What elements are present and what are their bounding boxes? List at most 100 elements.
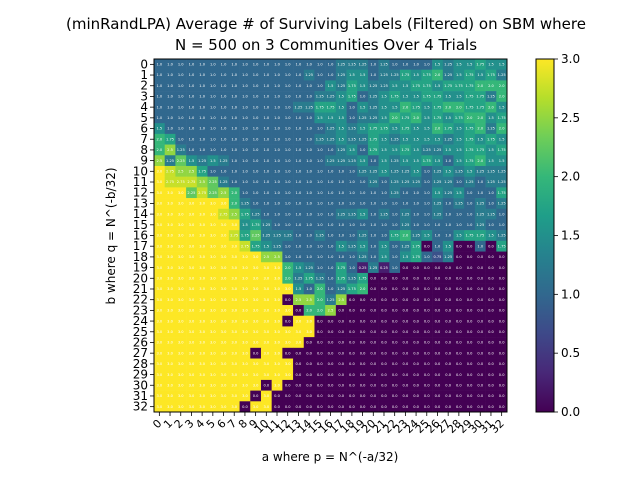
cell-value-label: 1.0 bbox=[306, 223, 312, 227]
heatmap-cell bbox=[325, 369, 337, 381]
heatmap-cell bbox=[421, 326, 433, 338]
cell-value-label: 3.0 bbox=[210, 298, 216, 302]
heatmap-cell bbox=[410, 155, 422, 167]
heatmap-cell bbox=[293, 123, 305, 135]
heatmap-cell bbox=[357, 379, 369, 391]
heatmap-cell bbox=[154, 198, 165, 210]
cell-value-label: 0.0 bbox=[296, 383, 302, 387]
heatmap-cell bbox=[186, 337, 198, 349]
heatmap-cell bbox=[196, 262, 208, 274]
cell-value-label: 1.0 bbox=[370, 244, 376, 248]
cell-value-label: 0.0 bbox=[467, 276, 473, 280]
heatmap-cell bbox=[453, 283, 465, 295]
cell-value-label: 0.0 bbox=[403, 394, 409, 398]
cell-value-label: 1.75 bbox=[466, 95, 474, 99]
heatmap-cell bbox=[453, 272, 465, 284]
cell-value-label: 1.0 bbox=[263, 212, 269, 216]
cell-value-label: 0.0 bbox=[435, 287, 441, 291]
heatmap-cell bbox=[442, 294, 454, 306]
cell-value-label: 1.0 bbox=[242, 63, 248, 67]
cell-value-label: 3.0 bbox=[253, 287, 259, 291]
cell-value-label: 1.5 bbox=[403, 84, 409, 88]
colorbar-tick-label: 0.5 bbox=[561, 346, 580, 360]
heatmap-cell bbox=[453, 390, 465, 402]
heatmap-cell bbox=[474, 283, 486, 295]
heatmap-cell bbox=[325, 176, 337, 188]
heatmap-cell bbox=[186, 305, 198, 317]
heatmap-cell bbox=[207, 283, 219, 295]
cell-value-label: 0.0 bbox=[435, 298, 441, 302]
heatmap-cell bbox=[293, 390, 305, 402]
heatmap-cell bbox=[378, 326, 390, 338]
heatmap-cell bbox=[218, 69, 230, 81]
heatmap-cell bbox=[154, 379, 165, 391]
heatmap-cell bbox=[378, 101, 390, 113]
heatmap-cell bbox=[186, 315, 198, 327]
cell-value-label: 1.0 bbox=[253, 116, 259, 120]
cell-value-label: 0.0 bbox=[467, 319, 473, 323]
heatmap-cell bbox=[442, 176, 454, 188]
cell-value-label: 1.5 bbox=[445, 170, 451, 174]
cell-value-label: 2.25 bbox=[209, 180, 217, 184]
cell-value-label: 1.0 bbox=[317, 159, 323, 163]
cell-value-label: 0.0 bbox=[381, 394, 387, 398]
cell-value-label: 3.0 bbox=[263, 394, 269, 398]
cell-value-label: 0.0 bbox=[403, 362, 409, 366]
heatmap-cell bbox=[400, 133, 412, 145]
heatmap-cell bbox=[485, 155, 497, 167]
heatmap-cell bbox=[303, 59, 315, 70]
heatmap-cell bbox=[175, 283, 187, 295]
cell-value-label: 3.0 bbox=[189, 298, 195, 302]
cell-value-label: 1.25 bbox=[476, 170, 484, 174]
cell-value-label: 0.0 bbox=[467, 341, 473, 345]
cell-value-label: 1.0 bbox=[285, 212, 291, 216]
cell-value-label: 2.0 bbox=[456, 105, 462, 109]
heatmap-cell bbox=[378, 358, 390, 370]
cell-value-label: 0.0 bbox=[424, 309, 430, 313]
heatmap-cell bbox=[453, 401, 465, 413]
heatmap-cell bbox=[464, 369, 476, 381]
heatmap-cell bbox=[186, 251, 198, 263]
heatmap-cell bbox=[228, 101, 240, 113]
cell-value-label: 3.0 bbox=[242, 276, 248, 280]
cell-value-label: 3.0 bbox=[231, 255, 237, 259]
cell-value-label: 0.0 bbox=[499, 255, 505, 259]
heatmap-cell bbox=[474, 337, 486, 349]
heatmap-cell bbox=[218, 390, 230, 402]
cell-value-label: 2.5 bbox=[306, 298, 312, 302]
cell-value-label: 0.0 bbox=[424, 383, 430, 387]
heatmap-cell bbox=[293, 198, 305, 210]
cell-value-label: 1.5 bbox=[456, 63, 462, 67]
cell-value-label: 1.0 bbox=[231, 148, 237, 152]
heatmap-cell bbox=[282, 272, 294, 284]
heatmap-cell bbox=[303, 337, 315, 349]
cell-value-label: 3.0 bbox=[189, 383, 195, 387]
cell-value-label: 0.0 bbox=[456, 287, 462, 291]
heatmap-cell bbox=[421, 112, 433, 124]
heatmap-cell bbox=[218, 230, 230, 242]
y-tick-label: 12 bbox=[133, 186, 148, 200]
heatmap-cell bbox=[175, 326, 187, 338]
heatmap-cell bbox=[271, 230, 283, 242]
heatmap-cell bbox=[485, 91, 497, 103]
cell-value-label: 1.0 bbox=[253, 137, 259, 141]
cell-value-label: 3.0 bbox=[189, 351, 195, 355]
cell-value-label: 2.0 bbox=[477, 159, 483, 163]
cell-value-label: 1.0 bbox=[199, 116, 205, 120]
cell-value-label: 1.0 bbox=[456, 180, 462, 184]
heatmap-cell bbox=[154, 305, 165, 317]
heatmap-cell bbox=[154, 165, 165, 177]
heatmap-cell bbox=[432, 262, 444, 274]
cell-value-label: 3.0 bbox=[231, 341, 237, 345]
cell-value-label: 3.0 bbox=[167, 309, 173, 313]
heatmap-cell bbox=[250, 369, 262, 381]
heatmap-cell bbox=[293, 69, 305, 81]
heatmap-cell bbox=[271, 326, 283, 338]
heatmap-cell bbox=[250, 144, 262, 156]
cell-value-label: 3.0 bbox=[253, 341, 259, 345]
cell-value-label: 1.5 bbox=[381, 170, 387, 174]
heatmap-cell bbox=[335, 337, 347, 349]
cell-value-label: 1.0 bbox=[296, 159, 302, 163]
heatmap-cell bbox=[357, 358, 369, 370]
cell-value-label: 0.0 bbox=[445, 330, 451, 334]
